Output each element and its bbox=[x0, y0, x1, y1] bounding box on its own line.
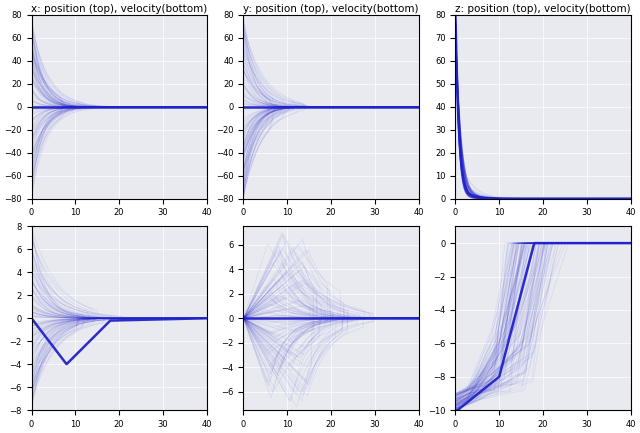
Title: z: position (top), velocity(bottom): z: position (top), velocity(bottom) bbox=[455, 4, 631, 14]
Title: x: position (top), velocity(bottom): x: position (top), velocity(bottom) bbox=[31, 4, 207, 14]
Title: y: position (top), velocity(bottom): y: position (top), velocity(bottom) bbox=[243, 4, 419, 14]
